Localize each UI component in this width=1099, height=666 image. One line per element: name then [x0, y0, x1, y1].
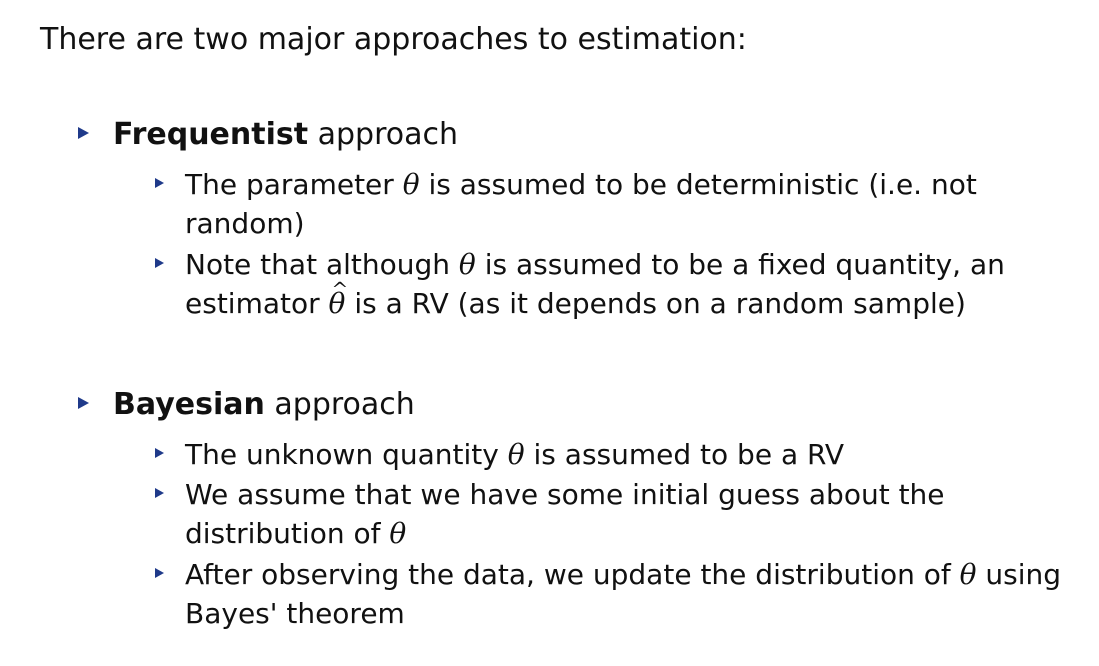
heading-bold: Frequentist [113, 117, 309, 152]
triangle-bullet-icon [155, 488, 164, 498]
item-text: is assumed to be a fixed quantity, an [484, 248, 1005, 281]
item-line: distribution of θ [185, 514, 1065, 553]
theta-symbol: θ [507, 438, 525, 471]
item-line: Note that although θ is assumed to be a … [185, 245, 1065, 284]
list-item: Note that although θ is assumed to be a … [155, 245, 1065, 323]
triangle-bullet-icon [155, 568, 164, 578]
item-text: is assumed to be deterministic (i.e. not [428, 168, 977, 201]
heading-rest: approach [317, 117, 459, 152]
list-item: We assume that we have some initial gues… [155, 475, 1065, 553]
triangle-bullet-icon [78, 127, 89, 139]
list-item: The parameter θ is assumed to be determi… [155, 165, 1065, 243]
item-line: The parameter θ is assumed to be determi… [185, 165, 1065, 204]
item-text: distribution of [185, 517, 381, 550]
item-text: The unknown quantity [185, 438, 499, 471]
item-line: After observing the data, we update the … [185, 555, 1065, 594]
item-text: Bayes' theorem [185, 597, 405, 630]
section-heading-frequentist: Frequentist approach [113, 115, 458, 155]
item-line: We assume that we have some initial gues… [185, 475, 1065, 514]
triangle-bullet-icon [78, 397, 89, 409]
item-text: random) [185, 207, 305, 240]
list-item: The unknown quantity θ is assumed to be … [155, 435, 1065, 474]
item-line: Bayes' theorem [185, 594, 1065, 633]
theta-symbol: θ [402, 168, 420, 201]
item-text: Note that although [185, 248, 451, 281]
item-text: After observing the data, we update the … [185, 558, 951, 591]
theta-symbol: θ [959, 558, 977, 591]
item-text: is assumed to be a RV [533, 438, 845, 471]
item-line: The unknown quantity θ is assumed to be … [185, 435, 1065, 474]
item-text: is a RV (as it depends on a random sampl… [354, 287, 966, 320]
theta-symbol: θ [389, 517, 407, 550]
theta-symbol: θ [458, 248, 476, 281]
intro-text: There are two major approaches to estima… [40, 22, 747, 57]
item-text: We assume that we have some initial gues… [185, 478, 945, 511]
item-line: estimator θ is a RV (as it depends on a … [185, 270, 1065, 323]
section-heading-bayesian: Bayesian approach [113, 385, 415, 425]
item-line: random) [185, 204, 1065, 243]
item-text: estimator [185, 287, 320, 320]
triangle-bullet-icon [155, 178, 164, 188]
heading-rest: approach [274, 387, 415, 422]
triangle-bullet-icon [155, 258, 164, 268]
triangle-bullet-icon [155, 448, 164, 458]
item-text: using [985, 558, 1062, 591]
heading-bold: Bayesian [113, 387, 265, 422]
theta-hat-symbol: θ [329, 270, 349, 323]
item-text: The parameter [185, 168, 394, 201]
list-item: After observing the data, we update the … [155, 555, 1065, 633]
